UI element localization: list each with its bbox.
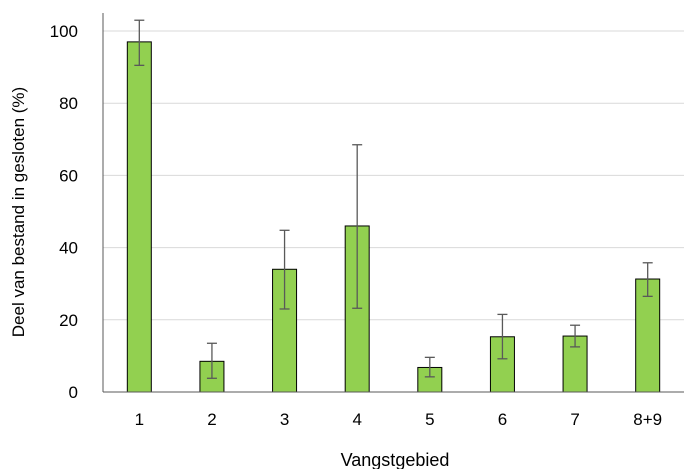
x-tick-label: 2 xyxy=(207,410,216,429)
x-tick-label: 7 xyxy=(570,410,579,429)
error-bars xyxy=(134,19,653,379)
x-tick-label: 3 xyxy=(280,410,289,429)
x-tick-label: 8+9 xyxy=(633,410,662,429)
x-tick-labels: 1 2 3 4 5 6 7 8+9 xyxy=(135,410,663,429)
bars xyxy=(126,41,661,393)
x-tick-label: 1 xyxy=(135,410,144,429)
x-axis-label: Vangstgebied xyxy=(341,450,450,469)
axes xyxy=(102,13,684,393)
x-tick-label: 4 xyxy=(352,410,361,429)
y-tick-label: 100 xyxy=(50,22,78,41)
y-tick-labels: 0 20 40 60 80 100 xyxy=(50,22,78,402)
y-tick-label: 0 xyxy=(69,383,78,402)
y-tick-label: 80 xyxy=(59,94,78,113)
y-tick-label: 20 xyxy=(59,311,78,330)
x-tick-label: 6 xyxy=(498,410,507,429)
x-tick-label: 5 xyxy=(425,410,434,429)
bar xyxy=(126,41,152,393)
y-tick-label: 60 xyxy=(59,166,78,185)
y-tick-label: 40 xyxy=(59,239,78,258)
gridlines xyxy=(103,30,684,321)
y-axis-label: Deel van bestand in gesloten (%) xyxy=(9,87,28,337)
